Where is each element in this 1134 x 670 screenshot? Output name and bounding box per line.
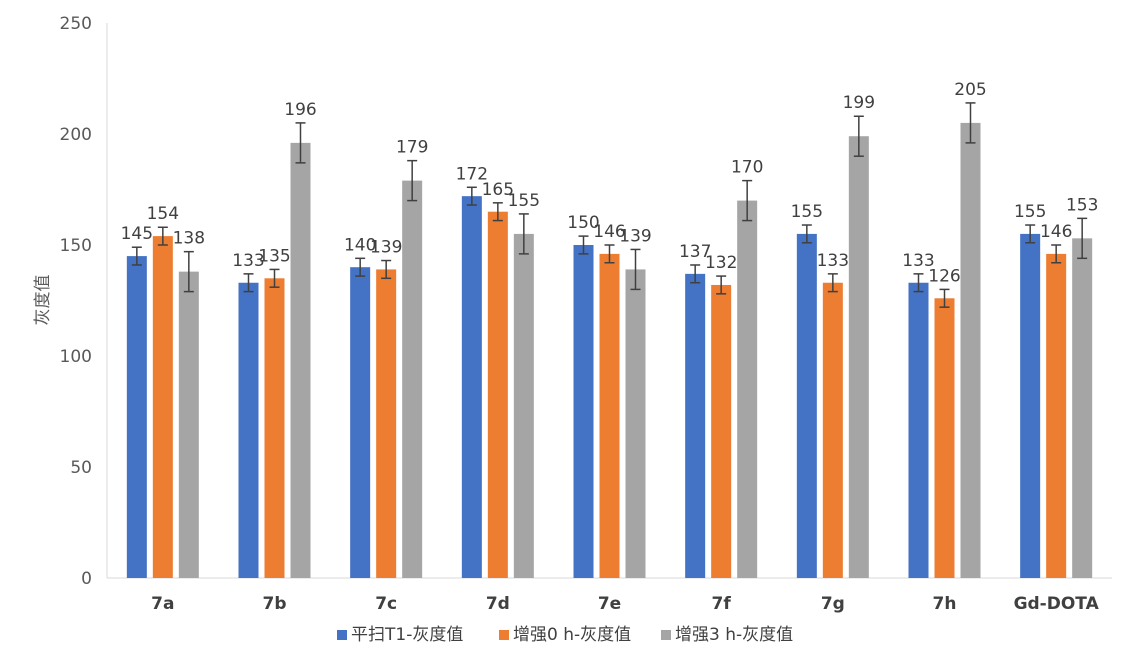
- y-tick-label: 100: [60, 347, 92, 367]
- data-label: 155: [1014, 202, 1046, 222]
- error-bars: [131, 102, 1088, 308]
- data-label: 153: [1066, 195, 1098, 215]
- legend-swatch: [661, 630, 671, 640]
- data-label: 140: [344, 235, 376, 255]
- bar: [402, 180, 423, 578]
- data-label: 146: [593, 222, 625, 242]
- bar: [625, 269, 646, 578]
- bar: [822, 282, 843, 578]
- x-category-label: 7f: [712, 594, 732, 614]
- y-tick-label: 50: [70, 458, 92, 478]
- y-tick-label: 150: [60, 236, 92, 256]
- x-category-label: 7e: [598, 594, 621, 614]
- legend-swatch: [499, 630, 509, 640]
- bar: [960, 122, 981, 579]
- x-category-label: 7g: [821, 594, 845, 614]
- legend: 平扫T1-灰度值 增强0 h-灰度值 增强3 h-灰度值: [337, 625, 793, 645]
- legend-label: 增强0 h-灰度值: [513, 625, 631, 645]
- bar: [238, 282, 259, 578]
- bar: [290, 142, 311, 578]
- x-category-label: 7h: [933, 594, 957, 614]
- bar: [573, 245, 594, 578]
- x-category-label: 7b: [263, 594, 287, 614]
- data-label: 205: [954, 80, 986, 100]
- data-label: 150: [567, 213, 599, 233]
- bar: [796, 233, 817, 578]
- bar: [685, 273, 706, 578]
- bar: [376, 269, 397, 578]
- data-label: 132: [705, 253, 737, 273]
- bar: [599, 253, 620, 578]
- legend-swatch: [337, 630, 347, 640]
- x-category-label: 7d: [486, 594, 510, 614]
- x-category-label: 7c: [375, 594, 397, 614]
- data-label: 179: [396, 138, 428, 158]
- bar: [1046, 253, 1067, 578]
- bar: [711, 284, 732, 578]
- data-label: 199: [843, 93, 875, 113]
- data-label: 133: [232, 251, 264, 271]
- bar: [487, 211, 508, 578]
- y-tick-label: 0: [81, 569, 92, 589]
- bar: [848, 136, 869, 578]
- data-label: 165: [482, 180, 514, 200]
- bar: [1072, 238, 1093, 578]
- data-label: 137: [679, 242, 711, 262]
- axes: 0 50 100 150 200 250 灰度值 7a 7b 7c 7d 7e 7f 7g 7h Gd-DOT…: [33, 14, 1112, 614]
- data-label: 135: [258, 246, 290, 266]
- bar: [152, 236, 173, 578]
- bar: [461, 196, 482, 578]
- bar: [513, 233, 534, 578]
- data-label: 155: [791, 202, 823, 222]
- data-label: 146: [1040, 222, 1072, 242]
- bar: [264, 278, 285, 578]
- data-label: 155: [508, 191, 540, 211]
- bar: [908, 282, 929, 578]
- x-category-label: 7a: [151, 594, 174, 614]
- data-label: 139: [370, 238, 402, 258]
- data-label: 196: [284, 100, 316, 120]
- legend-label: 增强3 h-灰度值: [675, 625, 793, 645]
- data-label: 154: [147, 204, 179, 224]
- data-labels: 1451541381331351961401391791721651551501…: [121, 80, 1099, 286]
- y-tick-label: 200: [60, 125, 92, 145]
- bar: [178, 271, 199, 578]
- bar: [126, 256, 147, 578]
- data-label: 126: [928, 266, 960, 286]
- data-label: 138: [173, 229, 205, 249]
- legend-label: 平扫T1-灰度值: [351, 625, 463, 645]
- data-label: 133: [817, 251, 849, 271]
- x-category-label: Gd-DOTA: [1014, 594, 1100, 614]
- bar: [934, 298, 955, 578]
- bar: [737, 200, 758, 578]
- data-label: 170: [731, 158, 763, 178]
- data-label: 133: [902, 251, 934, 271]
- data-label: 145: [121, 224, 153, 244]
- data-label: 139: [619, 226, 651, 246]
- y-axis-title: 灰度值: [33, 275, 53, 326]
- bar: [350, 267, 371, 578]
- bar: [1020, 233, 1041, 578]
- bars: [126, 122, 1093, 579]
- data-label: 172: [456, 164, 488, 184]
- y-tick-label: 250: [60, 14, 92, 34]
